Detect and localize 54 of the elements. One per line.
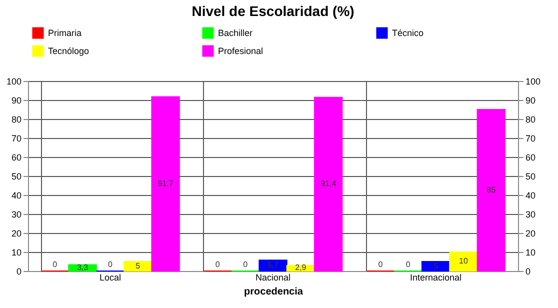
chart-title: Nivel de Escolaridad (%)	[192, 3, 354, 19]
y2-tick-label: 60	[526, 152, 536, 162]
x-tick-label: Nacional	[255, 272, 291, 282]
data-label: 91,4	[320, 179, 337, 188]
bar	[258, 260, 288, 272]
y-tick-label: 50	[11, 172, 22, 182]
y-tick-label: 20	[11, 228, 22, 238]
bar	[449, 252, 478, 272]
data-label: 0	[52, 260, 58, 269]
y2-tick-label: 100	[526, 76, 541, 86]
data-label: 0	[378, 260, 384, 269]
y-tick-label: 70	[11, 134, 22, 144]
data-label: 3,3	[76, 262, 89, 272]
data-label: 0	[215, 260, 220, 269]
x-axis-title: procedencia	[244, 286, 304, 298]
y2-tick-label: 80	[526, 114, 536, 124]
x-tick-label: Internacional	[410, 272, 462, 282]
y2-tick-label: 0	[526, 266, 531, 276]
y-tick-label: 10	[11, 248, 22, 258]
bar	[151, 96, 180, 272]
legend-label: Profesional	[218, 46, 264, 56]
y-tick-label: 100	[6, 76, 22, 86]
bar	[314, 96, 343, 272]
data-label: 0	[406, 260, 411, 269]
y-tick-label: 90	[11, 96, 22, 106]
y-tick-label: 60	[11, 152, 22, 162]
data-label: 2,9	[295, 263, 307, 272]
legend-label: Tecnólogo	[48, 46, 90, 56]
y2-tick-label: 40	[526, 190, 536, 200]
y2-tick-label: 70	[526, 134, 536, 144]
y2-tick-label: 10	[526, 248, 536, 258]
y2-tick-label: 50	[526, 172, 536, 182]
data-label: 10	[459, 256, 468, 266]
data-label: 5	[434, 261, 439, 270]
bar	[476, 109, 506, 272]
y2-tick-label: 30	[526, 210, 536, 220]
x-tick-label: Local	[99, 272, 121, 282]
y-tick-label: 80	[11, 114, 22, 124]
bar	[124, 261, 152, 272]
data-label: 0	[108, 260, 113, 269]
y-tick-label: 40	[11, 190, 22, 200]
y2-tick-label: 20	[526, 228, 536, 238]
legend-label: Primaria	[48, 28, 82, 38]
y-tick-label: 30	[11, 210, 22, 220]
data-label: 5,7	[267, 260, 280, 270]
y2-tick-label: 90	[526, 96, 536, 106]
bar	[421, 261, 450, 272]
data-label: 5	[136, 261, 141, 270]
data-label: 0	[243, 260, 248, 269]
data-label: 85	[486, 185, 496, 194]
data-label: 91,7	[158, 178, 174, 188]
legend-label: Técnico	[392, 28, 424, 38]
legend-label: Bachiller	[218, 28, 253, 38]
y-tick-label: 0	[16, 266, 22, 276]
